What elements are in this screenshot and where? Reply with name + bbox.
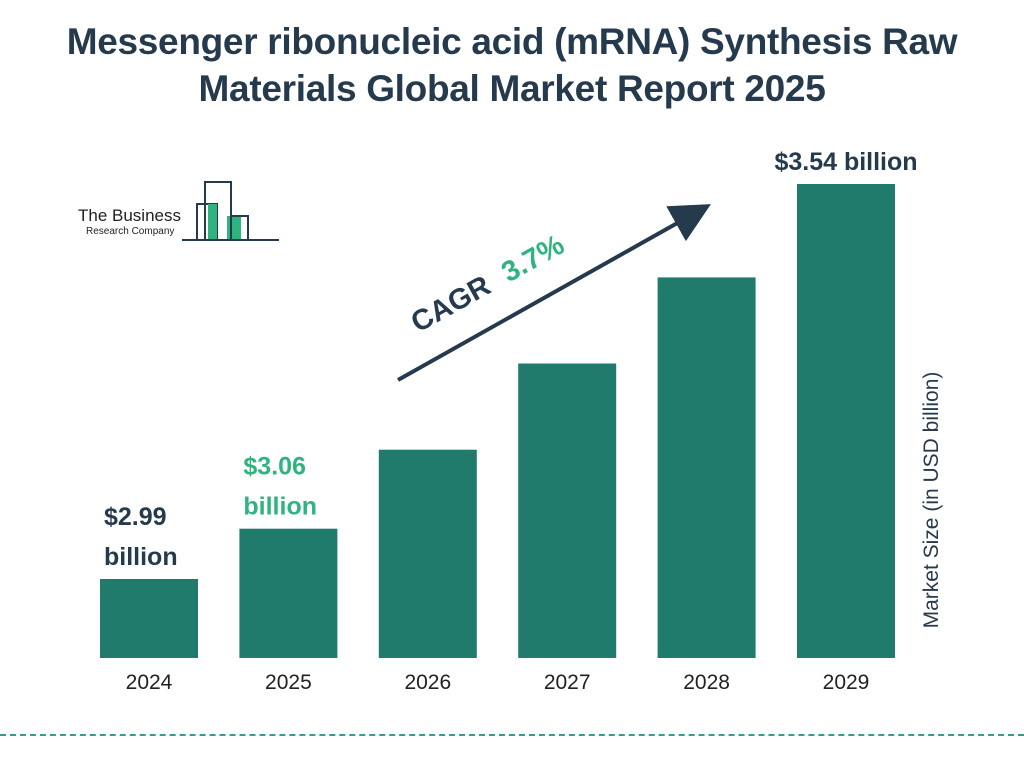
cagr-value: 3.7%: [496, 229, 570, 289]
title-line-2: Materials Global Market Report 2025: [198, 68, 826, 109]
x-tick-label-2026: 2026: [404, 671, 451, 694]
logo-name: The Business: [78, 206, 181, 225]
data-label-2025-line-1: $3.06: [243, 453, 306, 481]
x-tick-label-2029: 2029: [823, 671, 870, 694]
cagr-label: CAGR 3.7%: [406, 229, 570, 339]
x-tick-label-2027: 2027: [544, 671, 591, 694]
logo-subtitle: Research Company: [86, 226, 175, 237]
data-label-2024-line-2: billion: [104, 543, 178, 571]
bar-2028: [657, 277, 756, 658]
cagr-text: CAGR: [406, 270, 496, 339]
chart-title: Messenger ribonucleic acid (mRNA) Synthe…: [0, 18, 1024, 112]
bar-2027: [518, 363, 617, 658]
data-label-2025-line-2: billion: [243, 493, 317, 521]
data-label-2024-line-1: $2.99: [104, 503, 167, 531]
title-line-1: Messenger ribonucleic acid (mRNA) Synthe…: [66, 21, 958, 62]
x-tick-label-2024: 2024: [126, 671, 173, 694]
x-tick-label-2028: 2028: [683, 671, 730, 694]
cagr-arrow: [397, 204, 711, 382]
logo-buildings-icon: [182, 181, 279, 241]
bar-2029: [797, 184, 895, 658]
x-tick-label-2025: 2025: [265, 671, 312, 694]
footer-divider: [0, 734, 1024, 736]
bar-2026: [378, 449, 477, 658]
company-logo: The Business Research Company: [78, 180, 283, 244]
bar-2024: [100, 579, 198, 658]
data-label-2029-line-1: $3.54 billion: [774, 148, 917, 176]
bar-2025: [239, 528, 338, 658]
y-axis-label: Market Size (in USD billion): [920, 371, 943, 629]
